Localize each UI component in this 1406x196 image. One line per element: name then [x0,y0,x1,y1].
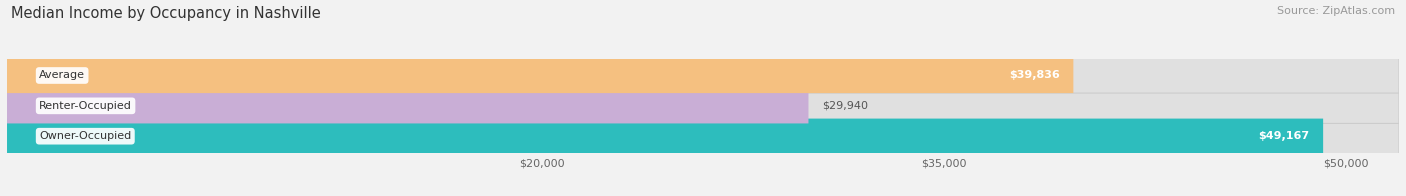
Text: Median Income by Occupancy in Nashville: Median Income by Occupancy in Nashville [11,6,321,21]
Text: $39,836: $39,836 [1010,71,1060,81]
FancyBboxPatch shape [7,119,1323,154]
FancyBboxPatch shape [7,88,1399,123]
Text: Owner-Occupied: Owner-Occupied [39,131,131,141]
FancyBboxPatch shape [7,119,1399,154]
Text: $49,167: $49,167 [1258,131,1310,141]
FancyBboxPatch shape [7,58,1073,93]
FancyBboxPatch shape [7,88,808,123]
Text: Source: ZipAtlas.com: Source: ZipAtlas.com [1277,6,1395,16]
Text: Renter-Occupied: Renter-Occupied [39,101,132,111]
Text: Average: Average [39,71,86,81]
Text: $29,940: $29,940 [823,101,868,111]
FancyBboxPatch shape [7,58,1399,93]
